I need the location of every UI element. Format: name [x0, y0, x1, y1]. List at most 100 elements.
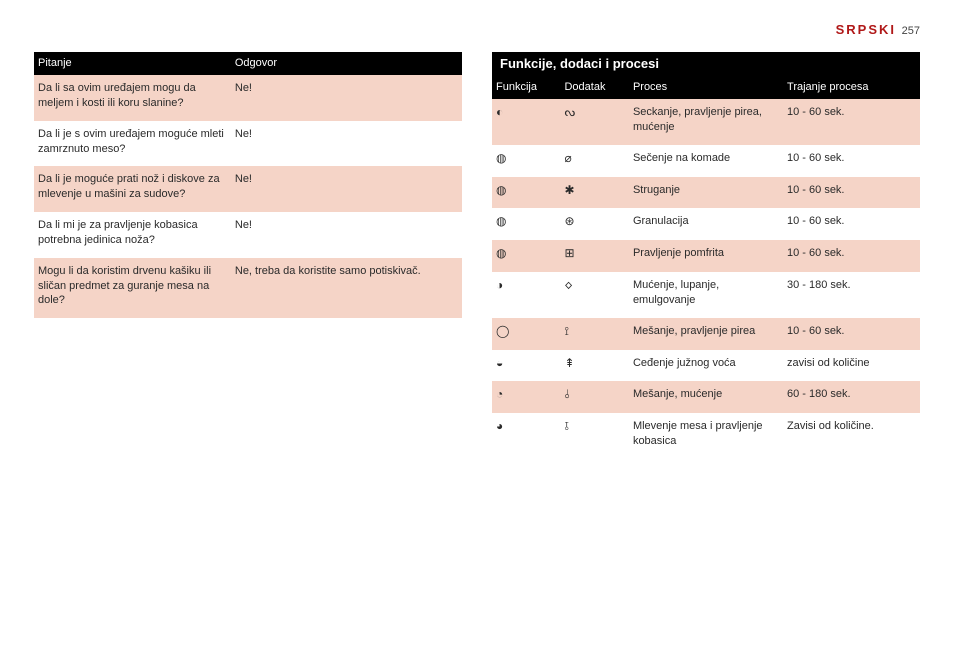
qa-question: Mogu li da koristim drvenu kašiku ili sl… [34, 258, 231, 319]
duration-cell: 10 - 60 sek. [783, 99, 920, 145]
process-cell: Mešanje, mućenje [629, 381, 783, 413]
qa-answer: Ne! [231, 212, 462, 258]
function-row: ◕ ⫱ Mlevenje mesa i pravljenje kobasicaZav… [492, 413, 920, 459]
qa-question: Da li sa ovim uređajem mogu da meljem i … [34, 75, 231, 121]
function-row: ◍ ✱ Struganje10 - 60 sek. [492, 177, 920, 209]
function-icon-cell: ◍ [492, 145, 560, 177]
qa-question: Da li mi je za pravljenje kobasica potre… [34, 212, 231, 258]
attachment-icon: ⫰ [564, 387, 569, 401]
qa-answer: Ne, treba da koristite samo potiskivač. [231, 258, 462, 319]
attachment-icon-cell: ⫱ [560, 413, 628, 459]
function-icon: ◍ [496, 214, 506, 228]
right-column: Funkcije, dodaci i procesi Funkcija Doda… [492, 52, 920, 459]
language-label: SRPSKI [836, 22, 896, 37]
process-cell: Seckanje, pravljenje pirea, mućenje [629, 99, 783, 145]
functions-header-proces: Proces [629, 76, 783, 99]
attachment-icon: ⊞ [564, 246, 574, 260]
attachment-icon-cell: ✱ [560, 177, 628, 209]
process-cell: Struganje [629, 177, 783, 209]
attachment-icon: ᔓ [564, 105, 575, 119]
attachment-icon: ✱ [564, 183, 574, 197]
duration-cell: Zavisi od količine. [783, 413, 920, 459]
process-cell: Sečenje na komade [629, 145, 783, 177]
function-row: ◍ ⊛ Granulacija10 - 60 sek. [492, 208, 920, 240]
functions-header-trajanje: Trajanje procesa [783, 76, 920, 99]
function-icon: ◍ [496, 246, 506, 260]
function-icon: ◕ [496, 419, 503, 433]
function-row: ◍ ⊞ Pravljenje pomfrita10 - 60 sek. [492, 240, 920, 272]
function-row: ◔ ⫰ Mešanje, mućenje60 - 180 sek. [492, 381, 920, 413]
function-icon-cell: ◔ [492, 381, 560, 413]
duration-cell: 10 - 60 sek. [783, 177, 920, 209]
qa-row: Da li je moguće prati nož i diskove za m… [34, 166, 462, 212]
function-icon: ◍ [496, 183, 506, 197]
attachment-icon: ⊛ [564, 214, 574, 228]
function-icon-cell: ◒ [492, 350, 560, 382]
qa-answer: Ne! [231, 121, 462, 167]
function-icon-cell: ◕ [492, 413, 560, 459]
duration-cell: 10 - 60 sek. [783, 145, 920, 177]
attachment-icon-cell: ⌀ [560, 145, 628, 177]
process-cell: Mešanje, pravljenje pirea [629, 318, 783, 350]
functions-header-row: Funkcija Dodatak Proces Trajanje procesa [492, 76, 920, 99]
function-row: ◐ ᔓ Seckanje, pravljenje pirea, mućenje10 … [492, 99, 920, 145]
qa-row: Da li je s ovim uređajem moguće mleti za… [34, 121, 462, 167]
function-icon: ◐ [496, 105, 503, 119]
qa-table: Pitanje Odgovor Da li sa ovim uređajem m… [34, 52, 462, 318]
functions-table: Funkcija Dodatak Proces Trajanje procesa… [492, 76, 920, 459]
function-row: ◑ 🝔 Mućenje, lupanje, emulgovanje30 - 180 … [492, 272, 920, 318]
functions-header-funkcija: Funkcija [492, 76, 560, 99]
function-icon: ◔ [496, 387, 503, 401]
function-icon-cell: ◑ [492, 272, 560, 318]
page-number: 257 [902, 25, 920, 37]
qa-row: Da li mi je za pravljenje kobasica potre… [34, 212, 462, 258]
duration-cell: 10 - 60 sek. [783, 318, 920, 350]
qa-row: Da li sa ovim uređajem mogu da meljem i … [34, 75, 462, 121]
qa-header-row: Pitanje Odgovor [34, 52, 462, 75]
qa-row: Mogu li da koristim drvenu kašiku ili sl… [34, 258, 462, 319]
attachment-icon-cell: ⊞ [560, 240, 628, 272]
attachment-icon: ⌀ [564, 151, 571, 165]
duration-cell: 30 - 180 sek. [783, 272, 920, 318]
left-column: Pitanje Odgovor Da li sa ovim uređajem m… [34, 52, 462, 459]
function-icon-cell: ◍ [492, 177, 560, 209]
duration-cell: 60 - 180 sek. [783, 381, 920, 413]
attachment-icon-cell: ⊛ [560, 208, 628, 240]
function-row: ◒ ⇞ Ceđenje južnog voćazavisi od količine [492, 350, 920, 382]
process-cell: Granulacija [629, 208, 783, 240]
attachment-icon: ⟟ [564, 324, 568, 338]
functions-header-dodatak: Dodatak [560, 76, 628, 99]
process-cell: Mlevenje mesa i pravljenje kobasica [629, 413, 783, 459]
function-icon: ◑ [496, 278, 503, 292]
attachment-icon-cell: ᔓ [560, 99, 628, 145]
duration-cell: zavisi od količine [783, 350, 920, 382]
process-cell: Pravljenje pomfrita [629, 240, 783, 272]
function-icon-cell: ◍ [492, 208, 560, 240]
qa-header-answer: Odgovor [231, 52, 462, 75]
qa-header-question: Pitanje [34, 52, 231, 75]
function-icon-cell: ◯ [492, 318, 560, 350]
functions-section-title: Funkcije, dodaci i procesi [492, 52, 920, 76]
attachment-icon-cell: ⫰ [560, 381, 628, 413]
qa-question: Da li je moguće prati nož i diskove za m… [34, 166, 231, 212]
function-icon-cell: ◐ [492, 99, 560, 145]
function-row: ◯ ⟟ Mešanje, pravljenje pirea10 - 60 sek. [492, 318, 920, 350]
duration-cell: 10 - 60 sek. [783, 208, 920, 240]
attachment-icon-cell: ⟟ [560, 318, 628, 350]
process-cell: Mućenje, lupanje, emulgovanje [629, 272, 783, 318]
attachment-icon-cell: ⇞ [560, 350, 628, 382]
attachment-icon: ⇞ [564, 356, 574, 370]
function-icon-cell: ◍ [492, 240, 560, 272]
duration-cell: 10 - 60 sek. [783, 240, 920, 272]
qa-answer: Ne! [231, 166, 462, 212]
page-header: SRPSKI 257 [836, 22, 920, 37]
process-cell: Ceđenje južnog voća [629, 350, 783, 382]
attachment-icon: ⫱ [564, 419, 568, 433]
function-icon: ◒ [496, 356, 503, 370]
qa-answer: Ne! [231, 75, 462, 121]
function-icon: ◍ [496, 151, 506, 165]
content-columns: Pitanje Odgovor Da li sa ovim uređajem m… [34, 52, 920, 459]
attachment-icon: 🝔 [564, 278, 572, 292]
function-icon: ◯ [496, 324, 509, 338]
function-row: ◍ ⌀ Sečenje na komade10 - 60 sek. [492, 145, 920, 177]
